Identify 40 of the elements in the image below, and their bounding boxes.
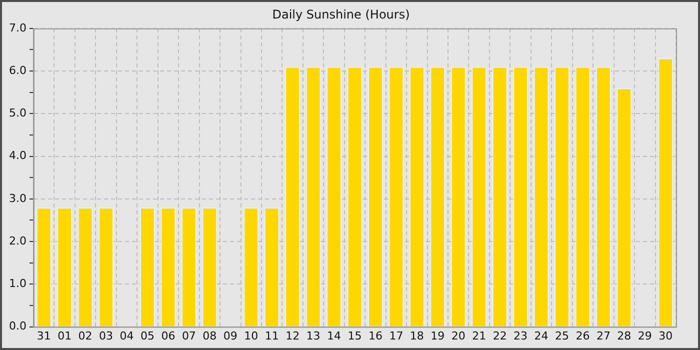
y-tick-label: 5.0 — [8, 106, 26, 120]
x-tick-label: 28 — [617, 329, 632, 342]
y-tick-label: 0.0 — [8, 320, 26, 333]
x-tick-label: 13 — [306, 329, 320, 342]
x-tick-label: 30 — [658, 329, 673, 342]
x-tick-label: 15 — [348, 329, 362, 342]
x-tick-label: 18 — [410, 329, 424, 342]
y-tick-label: 2.0 — [8, 234, 26, 248]
chart-title: Daily Sunshine (Hours) — [272, 7, 410, 22]
y-tick-label: 6.0 — [8, 64, 26, 77]
x-tick-label: 25 — [555, 329, 570, 342]
x-tick-label: 12 — [286, 329, 300, 342]
x-tick-label: 10 — [244, 329, 258, 342]
x-tick-label: 14 — [327, 329, 342, 342]
x-tick-label: 17 — [389, 329, 404, 342]
y-tick-label: 3.0 — [8, 192, 26, 205]
x-tick-label: 16 — [368, 329, 382, 342]
x-tick-label: 06 — [161, 329, 176, 342]
x-tick-label: 21 — [472, 329, 486, 342]
x-tick-label: 27 — [596, 329, 610, 342]
x-tick-label: 02 — [78, 329, 92, 342]
y-tick-label: 1.0 — [8, 277, 26, 290]
y-tick-label: 7.0 — [8, 21, 26, 34]
x-tick-label: 08 — [202, 329, 217, 342]
y-tick-label: 4.0 — [8, 149, 26, 162]
x-tick-label: 19 — [430, 329, 445, 342]
x-tick-label: 26 — [576, 329, 590, 342]
x-tick-label: 05 — [140, 329, 154, 342]
x-tick-label: 04 — [120, 329, 134, 342]
x-tick-label: 01 — [58, 329, 72, 342]
x-tick-label: 31 — [36, 329, 51, 342]
x-tick-label: 20 — [451, 329, 466, 342]
x-tick-label: 22 — [492, 329, 507, 342]
x-tick-label: 29 — [638, 329, 652, 342]
x-tick-label: 11 — [264, 329, 279, 342]
x-tick-label: 07 — [182, 329, 196, 342]
x-tick-label: 03 — [99, 329, 114, 342]
x-tick-label: 09 — [223, 329, 238, 342]
x-tick-label: 24 — [534, 329, 548, 342]
x-tick-label: 23 — [514, 329, 528, 342]
